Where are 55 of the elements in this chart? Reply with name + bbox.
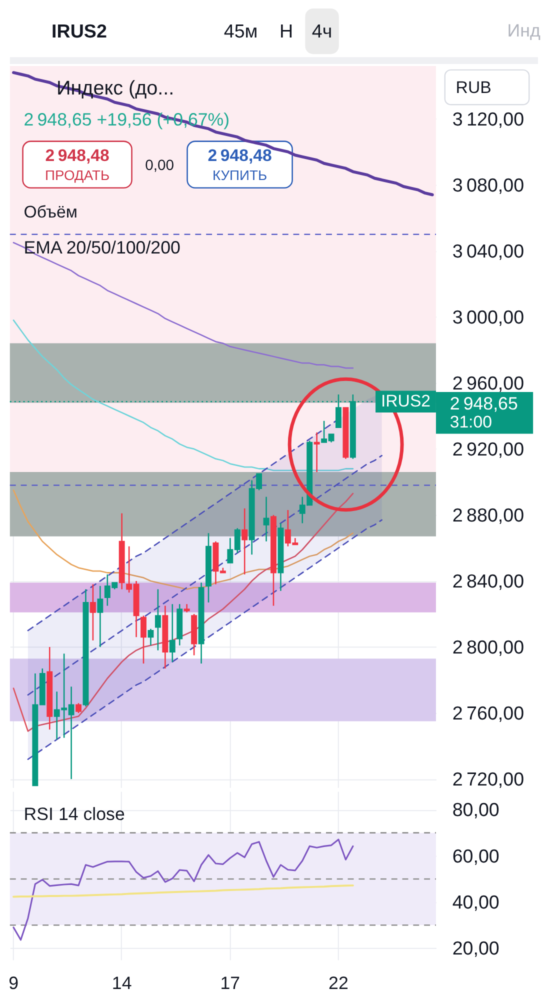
ref-line-label: IRUS2 [380,392,431,411]
text: RSI 14 close [24,804,125,824]
text: RUB [456,78,492,97]
annotation: КУПИТЬ [212,166,268,183]
y-tick-label: 40,00 [452,891,500,912]
candlestick [169,603,176,663]
x-tick-label: 17 [220,972,240,993]
y-tick-label: 3 120,00 [452,108,524,130]
line-series [12,242,354,369]
line-series [12,838,354,941]
y-tick-label: 2 720,00 [452,768,524,790]
y-tick-label: 2 760,00 [452,702,524,724]
line-series [12,71,434,196]
y-tick-label: 20,00 [452,938,500,959]
annotation: ПРОДАТЬ [45,166,110,183]
candlestick [154,588,161,651]
y-tick-label: 3 080,00 [452,174,524,196]
annotation: EMA 20/50/100/200 [24,237,180,258]
annotation: 2 948,48 [45,146,110,166]
candlestick [97,585,104,648]
line-series [27,519,383,760]
candlestick [140,615,146,664]
line-series [12,320,354,472]
text: 45м [224,20,258,42]
line-series [12,884,354,898]
text: 2 948,65 [450,394,518,414]
line-series [12,492,354,732]
y-tick-label: 3 000,00 [452,306,524,328]
annotation: 0,00 [145,158,174,174]
line-series [12,490,354,590]
candlestick [148,628,154,646]
y-tick-label: 2 880,00 [452,504,524,526]
y-tick-label: 2 800,00 [452,636,524,658]
candlestick [90,584,96,642]
candlestick [314,432,320,473]
y-tick-label: 3 040,00 [452,240,524,262]
x-tick-label: 22 [328,972,348,993]
text: 31:00 [450,412,492,432]
text: Н [280,20,294,42]
x-tick-label: 9 [8,972,19,993]
candlestick [76,702,82,714]
text: IRUS2 [52,20,107,42]
text: 4ч [312,20,332,42]
line-series [27,454,383,696]
y-tick-label: 2 920,00 [452,438,524,460]
y-tick-label: 2 840,00 [452,570,524,592]
y-tick-label: 80,00 [452,799,500,820]
y-tick-label: 60,00 [452,845,500,866]
candlestick [242,508,248,576]
annotation: Объём [24,202,78,222]
text: Инд [507,20,541,40]
y-tick-label: 2 960,00 [452,372,524,394]
x-tick-label: 14 [112,972,132,993]
annotation: 2 948,48 [208,146,272,166]
candlestick [263,496,270,542]
